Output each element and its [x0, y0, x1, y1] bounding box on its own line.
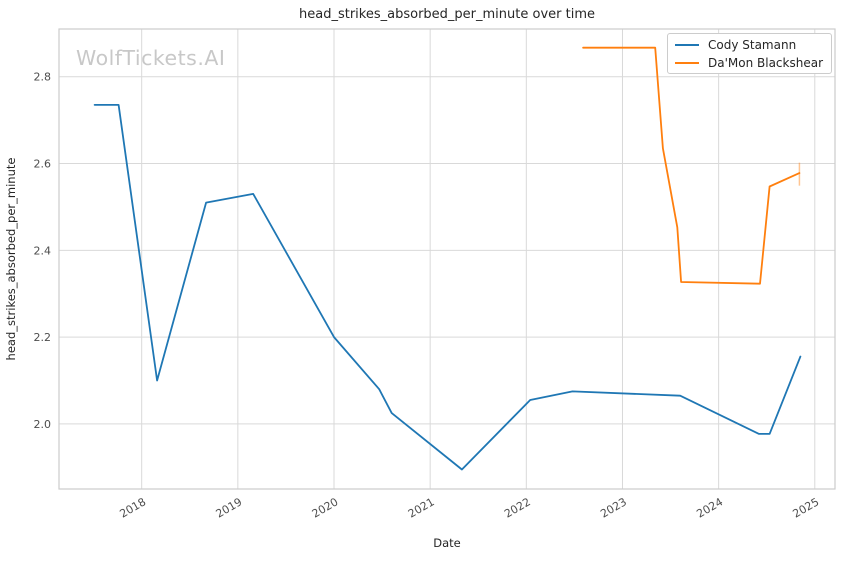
- line-cody-stamann: [93, 104, 802, 471]
- legend-item: Cody Stamann: [674, 37, 825, 52]
- chart-title: head_strikes_absorbed_per_minute over ti…: [299, 7, 595, 22]
- legend-swatch-line-icon: [675, 61, 699, 64]
- x-tick-label-2022: 2022: [502, 495, 533, 520]
- x-tick-label-2024: 2024: [694, 495, 725, 520]
- line-da-mon-blackshear: [582, 46, 801, 285]
- y-tick-label-2.6: 2.6: [34, 158, 52, 171]
- y-axis-label: head_strikes_absorbed_per_minute: [4, 157, 18, 361]
- x-tick-label-2021: 2021: [406, 495, 437, 520]
- x-tick-label-2023: 2023: [598, 495, 629, 520]
- legend-item: Da'Mon Blackshear: [674, 55, 825, 70]
- x-axis-label: Date: [433, 536, 461, 550]
- x-tick-label-2019: 2019: [214, 495, 245, 520]
- y-tick-label-2.2: 2.2: [34, 331, 52, 344]
- legend-swatch-line-icon: [675, 43, 699, 46]
- legend: Cody Stamann Da'Mon Blackshear: [667, 33, 832, 74]
- watermark: WolfTickets.AI: [76, 46, 226, 70]
- y-tick-label-2.4: 2.4: [34, 244, 52, 257]
- plot-border: [58, 28, 836, 490]
- y-tick-label-2.0: 2.0: [34, 418, 52, 431]
- x-tick-label-2020: 2020: [310, 495, 341, 520]
- legend-label: Da'Mon Blackshear: [708, 55, 824, 70]
- y-tick-label-2.8: 2.8: [34, 71, 52, 84]
- x-tick-label-2018: 2018: [117, 495, 148, 520]
- x-tick-label-2025: 2025: [791, 495, 822, 520]
- legend-label: Cody Stamann: [708, 37, 797, 52]
